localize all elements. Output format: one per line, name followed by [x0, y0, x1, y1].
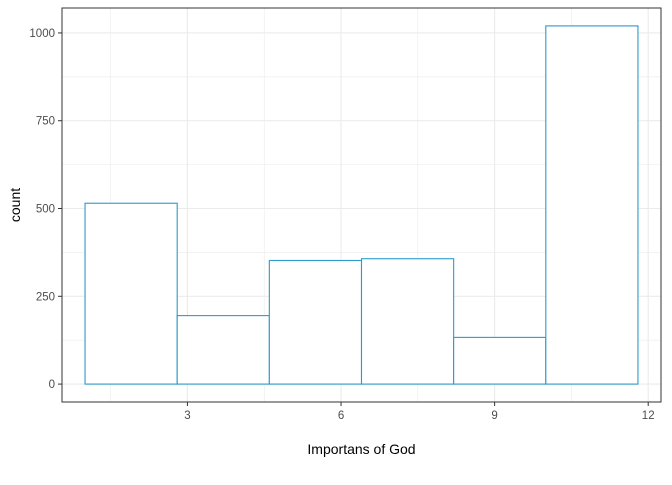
y-tick-label: 0 [49, 379, 55, 391]
y-axis: 0 250 500 750 1000 [29, 28, 62, 391]
y-tick-label: 250 [36, 291, 55, 303]
histogram-bar-6 [545, 25, 639, 385]
y-axis-label: count [7, 188, 23, 222]
y-tick-label: 1000 [29, 28, 55, 40]
x-tick-label: 6 [338, 410, 344, 422]
x-axis: 3 6 9 12 [184, 402, 655, 422]
x-tick-label: 3 [184, 410, 190, 422]
histogram-bar-2 [176, 315, 270, 385]
x-tick-label: 12 [642, 410, 655, 422]
y-tick-label: 750 [36, 116, 55, 128]
histogram-bar-4 [360, 258, 455, 385]
histogram-bar-5 [453, 336, 547, 385]
histogram-bar-1 [84, 202, 178, 385]
panel-border [61, 7, 662, 403]
bars-layer [84, 25, 639, 385]
x-tick-label: 9 [491, 410, 497, 422]
histogram-bar-3 [268, 259, 363, 385]
y-tick-label: 500 [36, 204, 55, 216]
x-axis-label: Importans of God [307, 441, 415, 457]
